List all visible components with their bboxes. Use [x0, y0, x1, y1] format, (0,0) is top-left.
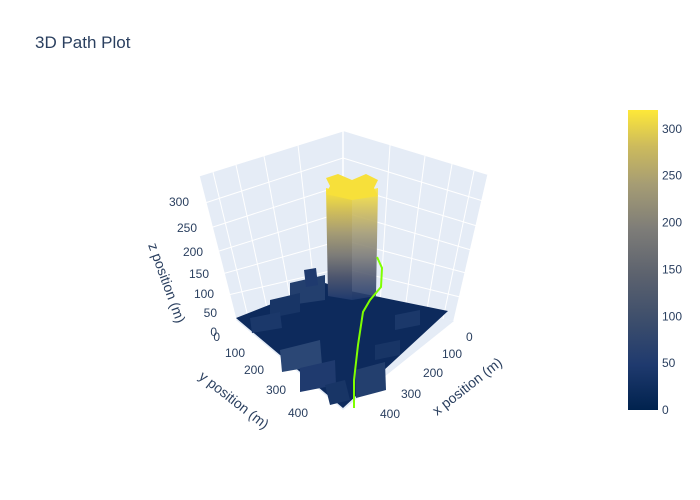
y-tick-200: 200 — [244, 363, 264, 377]
colorbar[interactable]: 0 50 100 150 200 250 300 — [628, 110, 682, 417]
colorbar-tick-200: 200 — [662, 216, 682, 230]
colorbar-tick-150: 150 — [662, 262, 682, 276]
colorbar-tick-250: 250 — [662, 169, 682, 183]
z-tick-200: 200 — [183, 245, 203, 259]
right-edge — [453, 174, 489, 322]
x-tick-200: 200 — [423, 366, 443, 380]
colorbar-tick-0: 0 — [662, 403, 669, 417]
x-tick-100: 100 — [442, 347, 462, 361]
y-axis-title: y position (m) — [196, 368, 272, 432]
colorbar-tick-100: 100 — [662, 309, 682, 323]
tower-top — [326, 174, 378, 200]
x-ticks: 0 100 200 300 400 — [380, 330, 473, 421]
y-tick-100: 100 — [225, 346, 245, 360]
flight-path — [353, 256, 384, 408]
z-tick-150: 150 — [189, 267, 209, 281]
terrain-blocks — [250, 268, 420, 405]
z-tick-100: 100 — [194, 287, 214, 301]
x-axis-title: x position (m) — [429, 354, 505, 418]
z-tick-250: 250 — [177, 221, 197, 235]
chart-title: 3D Path Plot — [35, 33, 131, 52]
tall-tower — [326, 174, 378, 300]
x-tick-300: 300 — [401, 387, 421, 401]
x-tick-0: 0 — [466, 330, 473, 344]
colorbar-ticks: 0 50 100 150 200 250 300 — [662, 122, 682, 417]
z-tick-0: 0 — [210, 325, 217, 339]
y-tick-0: 0 — [213, 330, 220, 344]
y-ticks: 0 100 200 300 400 — [213, 330, 308, 420]
terrain-ground — [236, 283, 448, 408]
y-tick-400: 400 — [288, 406, 308, 420]
colorbar-tick-50: 50 — [662, 356, 676, 370]
y-tick-300: 300 — [266, 383, 286, 397]
colorbar-gradient — [628, 110, 658, 410]
z-tick-50: 50 — [204, 306, 218, 320]
colorbar-tick-300: 300 — [662, 122, 682, 136]
left-edge — [198, 175, 237, 321]
z-ticks: 300 250 200 150 100 50 0 — [169, 195, 217, 339]
x-tick-400: 400 — [380, 407, 400, 421]
z-tick-300: 300 — [169, 195, 189, 209]
